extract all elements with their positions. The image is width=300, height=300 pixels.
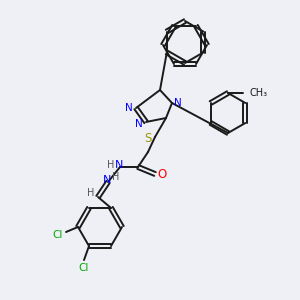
Text: N: N [103, 175, 111, 185]
Text: N: N [115, 160, 123, 170]
Text: N: N [135, 119, 143, 129]
Text: H: H [112, 172, 120, 182]
Text: Cl: Cl [53, 230, 63, 240]
Text: O: O [158, 167, 166, 181]
Text: N: N [174, 98, 182, 108]
Text: Cl: Cl [79, 263, 89, 273]
Text: S: S [144, 131, 152, 145]
Text: N: N [125, 103, 133, 113]
Text: CH₃: CH₃ [250, 88, 268, 98]
Text: H: H [87, 188, 95, 198]
Text: H: H [106, 160, 114, 170]
